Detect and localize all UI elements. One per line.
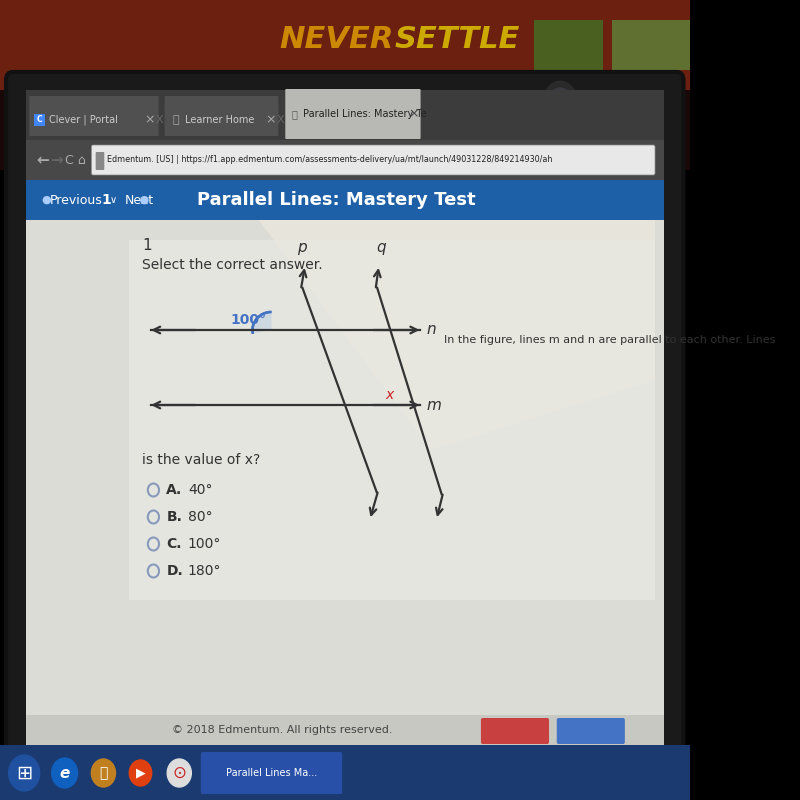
Text: ←: ← xyxy=(36,153,49,167)
Text: ×: × xyxy=(145,114,155,126)
Text: Previous: Previous xyxy=(50,194,102,206)
FancyBboxPatch shape xyxy=(34,114,45,126)
Text: In the figure, lines m and n are parallel to each other. Lines: In the figure, lines m and n are paralle… xyxy=(444,335,775,345)
Circle shape xyxy=(91,759,115,787)
Text: 📁: 📁 xyxy=(99,766,108,780)
FancyBboxPatch shape xyxy=(96,152,104,170)
FancyBboxPatch shape xyxy=(30,96,158,136)
Text: 100°: 100° xyxy=(230,313,266,327)
Text: D.: D. xyxy=(166,564,183,578)
Text: is the value of x?: is the value of x? xyxy=(142,453,261,467)
Text: ●: ● xyxy=(136,195,150,205)
FancyBboxPatch shape xyxy=(481,718,549,744)
Text: Parallel Lines: Mastery Test: Parallel Lines: Mastery Test xyxy=(197,191,475,209)
Text: Edmentum. [US] | https://f1.app.edmentum.com/assessments-delivery/ua/mt/launch/4: Edmentum. [US] | https://f1.app.edmentum… xyxy=(107,155,552,165)
Text: C: C xyxy=(64,154,73,166)
Circle shape xyxy=(52,758,78,788)
Text: 🗋: 🗋 xyxy=(172,115,179,125)
FancyBboxPatch shape xyxy=(26,90,664,745)
FancyBboxPatch shape xyxy=(26,140,664,180)
Text: ×: × xyxy=(266,114,276,126)
Text: ▶: ▶ xyxy=(136,766,146,779)
Text: Select the correct answer.: Select the correct answer. xyxy=(142,258,323,272)
FancyBboxPatch shape xyxy=(534,20,603,70)
Text: Learner Home: Learner Home xyxy=(186,115,254,125)
FancyBboxPatch shape xyxy=(612,20,690,70)
Text: ⌂: ⌂ xyxy=(78,154,86,166)
Text: m: m xyxy=(426,398,442,413)
FancyBboxPatch shape xyxy=(165,96,278,136)
Text: X: X xyxy=(276,115,284,125)
Text: ∨: ∨ xyxy=(110,195,117,205)
Text: n: n xyxy=(426,322,436,338)
Circle shape xyxy=(545,82,576,118)
Polygon shape xyxy=(253,312,271,333)
Text: 100°: 100° xyxy=(188,537,222,551)
Circle shape xyxy=(47,95,56,105)
Text: C: C xyxy=(37,115,42,125)
Text: 80°: 80° xyxy=(188,510,213,524)
Text: © 2018 Edmentum. All rights reserved.: © 2018 Edmentum. All rights reserved. xyxy=(172,725,393,735)
Text: ⊙: ⊙ xyxy=(172,764,186,782)
Text: ●: ● xyxy=(42,195,51,205)
Text: Next: Next xyxy=(125,194,154,206)
Text: C.: C. xyxy=(166,537,182,551)
Text: 40°: 40° xyxy=(188,483,212,497)
Circle shape xyxy=(130,760,152,786)
FancyBboxPatch shape xyxy=(26,180,664,220)
FancyBboxPatch shape xyxy=(286,89,421,139)
Circle shape xyxy=(550,88,570,112)
FancyBboxPatch shape xyxy=(6,72,683,768)
Text: p: p xyxy=(297,240,306,255)
Text: ×: × xyxy=(409,107,419,121)
Text: Parallel Lines Ma...: Parallel Lines Ma... xyxy=(226,768,317,778)
Text: NEVER: NEVER xyxy=(279,26,394,54)
Text: ⊞: ⊞ xyxy=(16,763,32,782)
Text: q: q xyxy=(376,240,386,255)
Text: 1: 1 xyxy=(142,238,152,253)
Circle shape xyxy=(167,759,191,787)
Text: B.: B. xyxy=(166,510,182,524)
FancyBboxPatch shape xyxy=(91,145,655,175)
Text: 1: 1 xyxy=(102,193,111,207)
Text: A.: A. xyxy=(166,483,182,497)
FancyBboxPatch shape xyxy=(130,240,655,600)
FancyBboxPatch shape xyxy=(26,220,664,745)
FancyBboxPatch shape xyxy=(0,0,690,90)
Polygon shape xyxy=(258,220,655,450)
Text: X: X xyxy=(156,115,163,125)
Text: e: e xyxy=(59,766,70,781)
FancyBboxPatch shape xyxy=(0,745,690,800)
Circle shape xyxy=(554,93,566,107)
Text: →: → xyxy=(50,153,62,167)
Text: 🗋: 🗋 xyxy=(291,109,297,119)
FancyBboxPatch shape xyxy=(0,90,690,170)
Circle shape xyxy=(9,755,40,791)
Text: x: x xyxy=(386,388,394,402)
Text: Clever | Portal: Clever | Portal xyxy=(49,114,118,126)
FancyBboxPatch shape xyxy=(26,90,664,140)
Text: Parallel Lines: Mastery Te: Parallel Lines: Mastery Te xyxy=(303,109,427,119)
FancyBboxPatch shape xyxy=(201,752,342,794)
FancyBboxPatch shape xyxy=(26,715,664,745)
Text: SETTLE: SETTLE xyxy=(394,26,519,54)
Text: 180°: 180° xyxy=(188,564,222,578)
FancyBboxPatch shape xyxy=(557,718,625,744)
